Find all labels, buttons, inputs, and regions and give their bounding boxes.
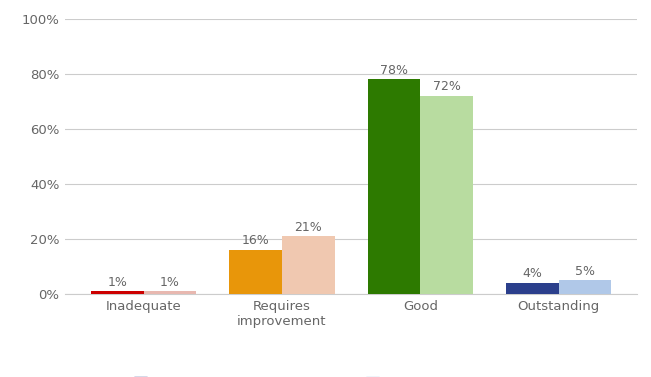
- Bar: [559, 280, 611, 294]
- Bar: [91, 291, 144, 294]
- Text: 21%: 21%: [294, 221, 322, 233]
- Bar: [229, 250, 282, 294]
- Bar: [421, 96, 473, 294]
- Text: 72%: 72%: [433, 80, 460, 93]
- Text: 78%: 78%: [380, 64, 408, 77]
- Text: 5%: 5%: [575, 265, 595, 277]
- Text: 16%: 16%: [242, 234, 270, 247]
- Bar: [282, 236, 335, 294]
- Text: 4%: 4%: [522, 267, 542, 280]
- Bar: [506, 283, 559, 294]
- Bar: [144, 291, 196, 294]
- Bar: [368, 80, 421, 294]
- Text: 1%: 1%: [107, 276, 128, 288]
- Text: 1%: 1%: [160, 276, 180, 288]
